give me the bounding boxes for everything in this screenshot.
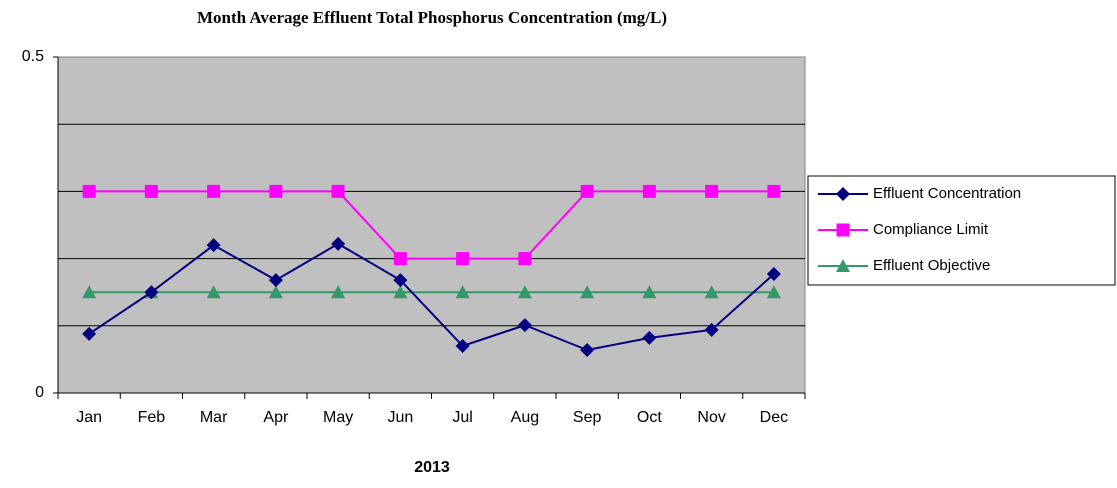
x-tick-label: Dec — [760, 409, 788, 426]
point — [766, 285, 781, 299]
point — [268, 273, 283, 288]
point — [704, 285, 719, 299]
point — [767, 184, 781, 198]
point — [580, 184, 594, 198]
point — [82, 326, 97, 341]
point — [331, 285, 346, 299]
x-tick-label: May — [323, 409, 353, 426]
point — [517, 285, 532, 299]
x-tick-label: Apr — [263, 409, 289, 426]
point — [455, 338, 470, 353]
point — [642, 285, 657, 299]
point — [144, 285, 159, 300]
x-axis-label: 2013 — [414, 459, 450, 476]
legend-label: Compliance Limit — [873, 221, 989, 238]
point — [580, 285, 595, 299]
x-tick-label: Aug — [511, 409, 539, 426]
point — [705, 184, 719, 198]
series-line — [89, 190, 774, 260]
point — [517, 318, 532, 333]
point — [393, 273, 408, 288]
x-tick-label: Jun — [387, 409, 413, 426]
x-tick-label: Jul — [452, 409, 472, 426]
point — [144, 184, 158, 198]
point — [206, 285, 221, 299]
y-tick-label: 0 — [35, 384, 44, 401]
x-tick-label: Oct — [637, 409, 662, 426]
x-tick-label: Jan — [76, 409, 102, 426]
point — [766, 267, 781, 282]
point — [518, 252, 532, 266]
plot-area — [57, 56, 806, 394]
point — [207, 184, 221, 198]
point — [82, 285, 97, 299]
legend-label: Effluent Concentration — [873, 185, 1021, 202]
point — [393, 285, 408, 299]
point — [268, 285, 283, 299]
point — [393, 252, 407, 266]
legend-marker — [836, 259, 850, 272]
x-tick-label: Feb — [138, 409, 166, 426]
point — [82, 184, 96, 198]
series-line — [88, 242, 775, 352]
x-tick-label: Mar — [200, 409, 228, 426]
legend-marker — [836, 223, 850, 237]
point — [580, 342, 595, 357]
point — [642, 184, 656, 198]
legend-label: Effluent Objective — [873, 257, 990, 274]
point — [456, 252, 470, 266]
legend-marker — [836, 187, 850, 201]
y-tick-label: 0.5 — [22, 48, 44, 65]
x-tick-label: Sep — [573, 409, 602, 426]
point — [331, 236, 346, 251]
x-tick-label: Nov — [697, 409, 725, 426]
point — [704, 322, 719, 337]
point — [331, 184, 345, 198]
point — [455, 285, 470, 299]
point — [206, 238, 221, 253]
point — [642, 330, 657, 345]
point — [269, 184, 283, 198]
chart-title: Month Average Effluent Total Phosphorus … — [197, 8, 667, 27]
